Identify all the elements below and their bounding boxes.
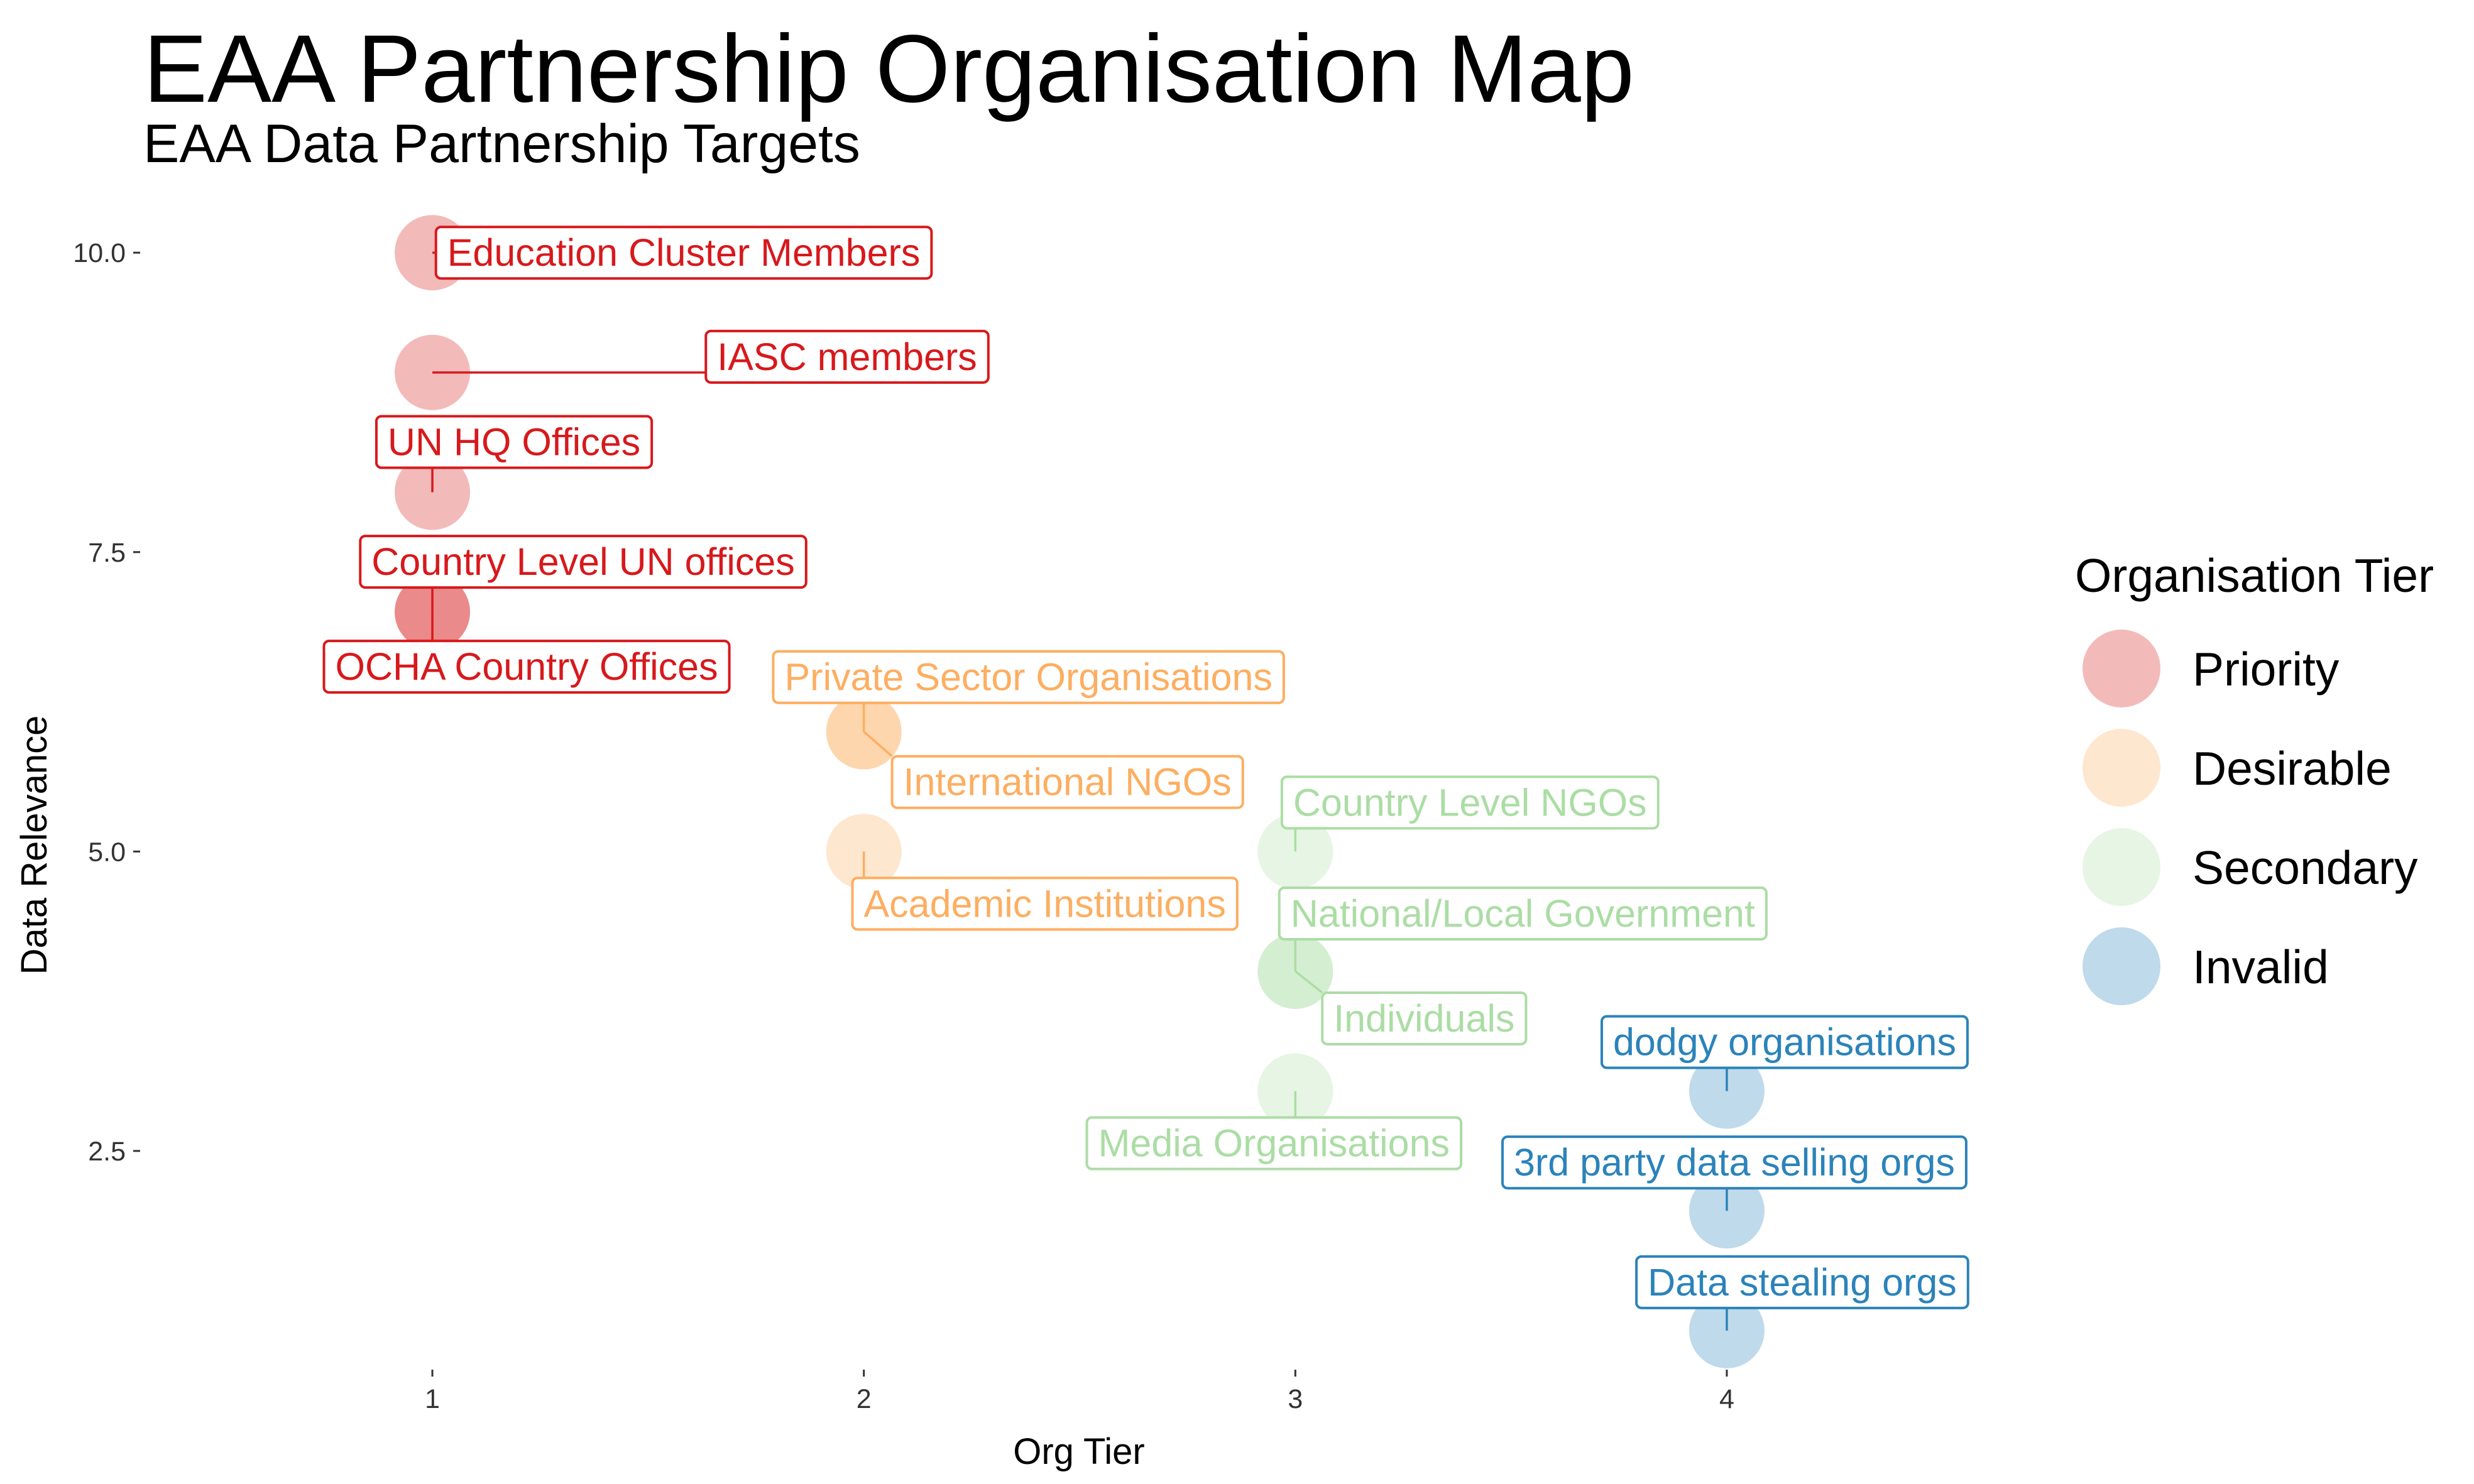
label-box — [359, 535, 807, 589]
x-tick-label: 3 — [1288, 1384, 1303, 1414]
point-label: Education Cluster Members — [432, 226, 933, 280]
label-box — [1278, 886, 1768, 941]
label-box — [772, 650, 1285, 704]
label-text: International NGOs — [904, 761, 1232, 804]
legend-label: Secondary — [2192, 841, 2418, 894]
legend-key — [2083, 828, 2160, 906]
label-text: National/Local Government — [1291, 892, 1755, 935]
y-axis: 2.5 5.0 7.5 10.0 — [73, 238, 140, 1167]
point-label: Private Sector Organisations — [772, 650, 1285, 732]
label-text: UN HQ Offices — [388, 420, 640, 463]
x-tick-label: 4 — [1719, 1384, 1734, 1414]
x-tick-label: 1 — [425, 1384, 440, 1414]
point-label: 3rd party data selling orgs — [1501, 1135, 1968, 1211]
label-text: 3rd party data selling orgs — [1514, 1141, 1955, 1184]
x-axis: 1 2 3 4 — [425, 1370, 1734, 1414]
label-text: OCHA Country Offices — [336, 645, 718, 688]
point-label: Individuals — [1294, 970, 1528, 1045]
point-label: International NGOs — [863, 731, 1244, 809]
legend-label: Priority — [2192, 643, 2340, 696]
label-box — [1635, 1255, 1969, 1309]
label-box — [1600, 1015, 1969, 1069]
labels-layer: Education Cluster Members IASC members UN … — [322, 226, 1969, 1331]
label-text: dodgy organisations — [1613, 1021, 1956, 1064]
point-label: Academic Institutions — [851, 851, 1239, 931]
point-label: OCHA Country Offices — [322, 612, 731, 694]
label-box — [890, 755, 1244, 809]
label-box — [1501, 1135, 1968, 1190]
label-box — [434, 226, 933, 280]
x-axis-title: Org Tier — [1013, 1431, 1145, 1472]
label-text: Media Organisations — [1098, 1122, 1450, 1165]
label-box — [1280, 775, 1660, 830]
legend-key — [2083, 729, 2160, 807]
point-label: Country Level NGOs — [1280, 775, 1660, 852]
label-connector — [863, 731, 893, 758]
legend-key — [2083, 630, 2160, 707]
point-label: IASC members — [432, 329, 990, 384]
label-box — [375, 415, 654, 469]
label-box — [851, 876, 1239, 931]
y-tick-label: 5.0 — [88, 837, 126, 867]
point-label: dodgy organisations — [1600, 1015, 1969, 1091]
y-tick-label: 10.0 — [73, 238, 126, 268]
label-box — [322, 640, 731, 694]
point-label: Data stealing orgs — [1635, 1255, 1969, 1331]
label-box — [704, 329, 990, 384]
legend-key — [2083, 927, 2160, 1005]
legend-label: Desirable — [2192, 742, 2392, 795]
point-label: Media Organisations — [1085, 1091, 1463, 1170]
label-text: Individuals — [1333, 997, 1514, 1040]
label-connector — [1294, 970, 1323, 994]
label-box — [1085, 1116, 1463, 1170]
label-text: Education Cluster Members — [447, 231, 921, 274]
label-text: Country Level UN offices — [371, 540, 795, 583]
legend-label: Invalid — [2192, 941, 2329, 993]
point-label: Country Level UN offices — [359, 535, 807, 613]
y-axis-title: Data Relevance — [14, 716, 55, 975]
point-label: UN HQ Offices — [375, 415, 654, 493]
point-label: National/Local Government — [1278, 886, 1768, 971]
y-tick-label: 7.5 — [88, 538, 126, 568]
legend: Organisation Tier Priority Desirable Secon… — [2075, 549, 2434, 1005]
x-tick-label: 2 — [857, 1384, 872, 1414]
legend-title: Organisation Tier — [2075, 549, 2434, 602]
label-text: IASC members — [717, 336, 977, 378]
label-text: Private Sector Organisations — [784, 656, 1272, 699]
label-text: Data stealing orgs — [1648, 1261, 1957, 1304]
y-tick-label: 2.5 — [88, 1137, 126, 1167]
label-box — [1321, 991, 1528, 1045]
chart-title: EAA Partnership Organisation Map — [143, 15, 1634, 123]
chart-subtitle: EAA Data Partnership Targets — [143, 114, 860, 174]
label-text: Country Level NGOs — [1293, 781, 1647, 824]
label-text: Academic Institutions — [863, 882, 1225, 925]
